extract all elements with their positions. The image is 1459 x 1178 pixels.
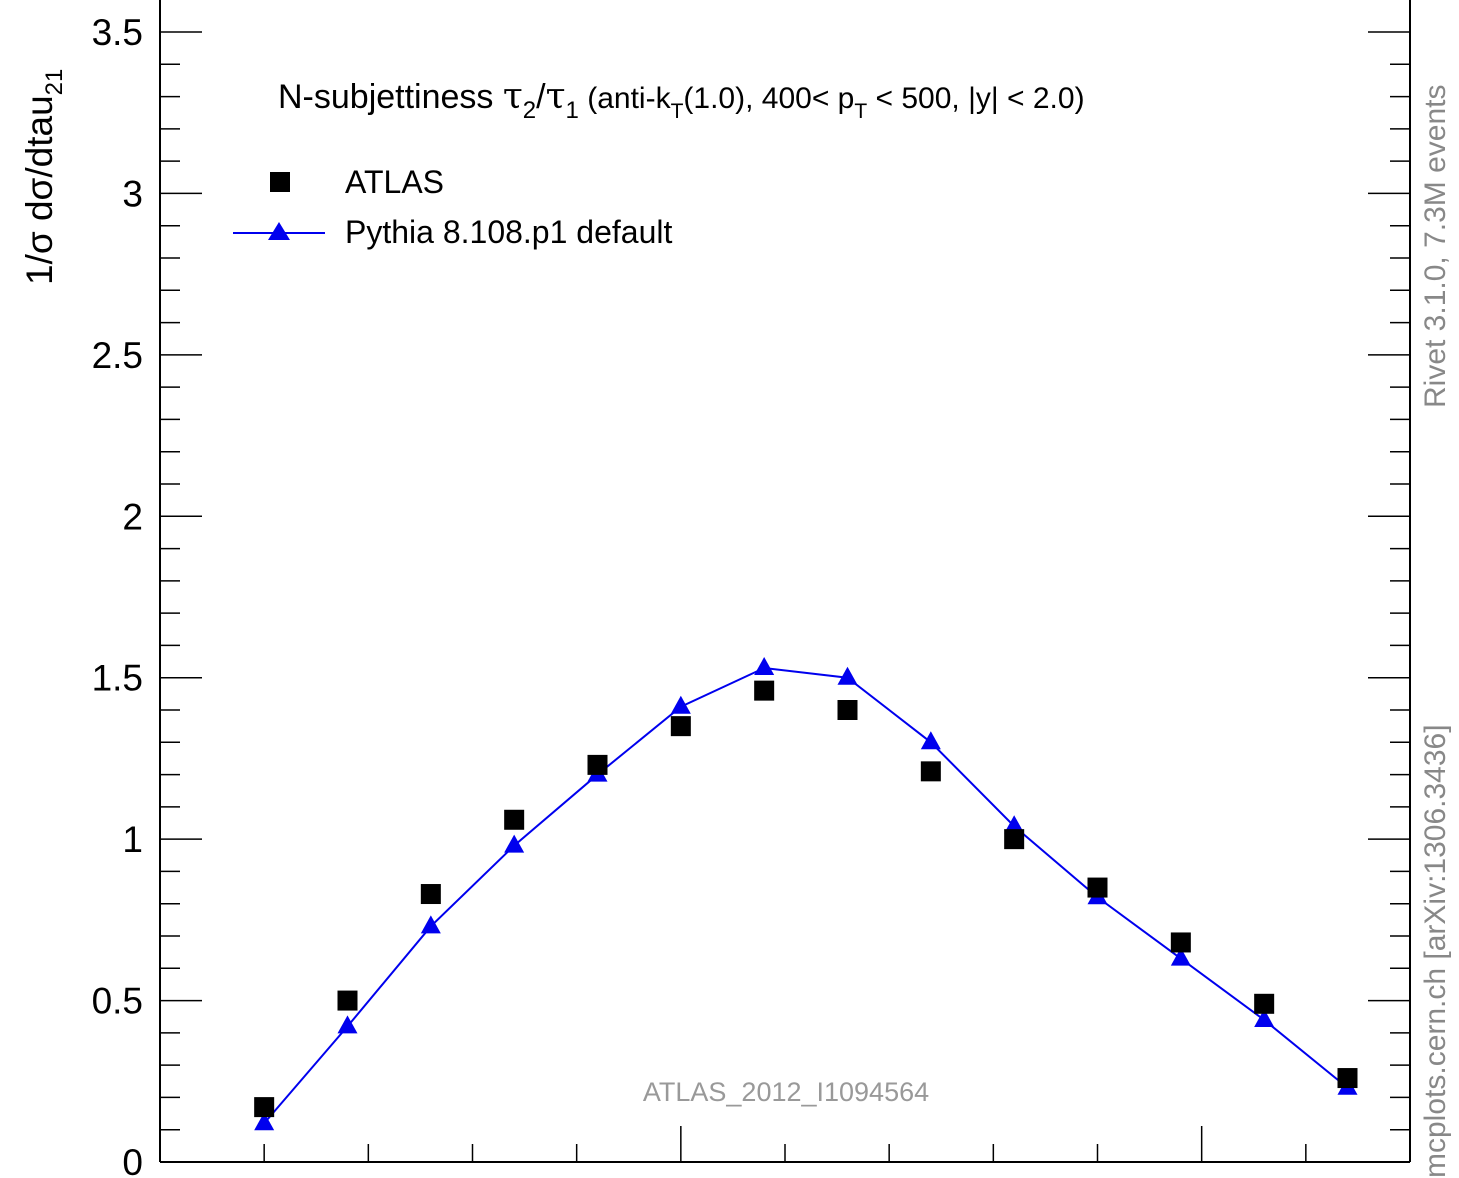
y-tick-label: 0.5 xyxy=(92,981,143,1022)
atlas-point xyxy=(1338,1068,1358,1088)
atlas-point xyxy=(754,681,774,701)
rivet-label: Rivet 3.1.0, 7.3M events xyxy=(1419,85,1452,409)
mcplots-label: mcplots.cern.ch [arXiv:1306.3436] xyxy=(1419,724,1452,1178)
atlas-point xyxy=(671,716,691,736)
atlas-point xyxy=(421,884,441,904)
atlas-point xyxy=(1004,829,1024,849)
atlas-point xyxy=(1254,994,1274,1014)
atlas-point xyxy=(1088,878,1108,898)
y-tick-label: 0 xyxy=(122,1142,143,1178)
y-tick-label: 3 xyxy=(122,173,143,214)
atlas-point xyxy=(838,700,858,720)
atlas-point xyxy=(504,810,524,830)
legend-atlas-marker xyxy=(270,172,290,192)
y-tick-label: 1.5 xyxy=(92,658,143,699)
atlas-point xyxy=(254,1097,274,1117)
y-tick-label: 1 xyxy=(122,819,143,860)
atlas-point xyxy=(588,755,608,775)
atlas-point xyxy=(1171,932,1191,952)
legend-atlas-label: ATLAS xyxy=(345,164,444,200)
y-tick-label: 2.5 xyxy=(92,335,143,376)
y-tick-label: 2 xyxy=(122,496,143,537)
atlas-point xyxy=(921,761,941,781)
legend-pythia-label: Pythia 8.108.p1 default xyxy=(345,214,672,250)
atlas-point xyxy=(338,991,358,1011)
y-tick-label: 3.5 xyxy=(92,12,143,53)
analysis-id-label: ATLAS_2012_I1094564 xyxy=(643,1077,929,1107)
